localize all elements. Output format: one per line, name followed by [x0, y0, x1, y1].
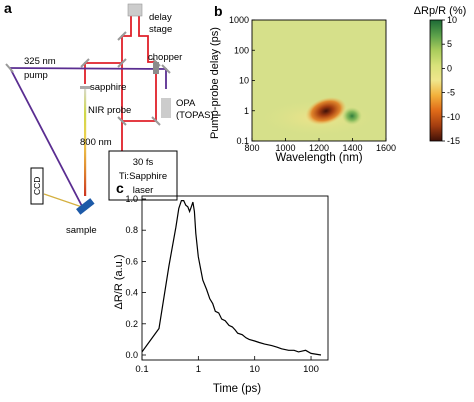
- heatmap-x-tick-label: 1200: [309, 143, 329, 153]
- heatmap-y-tick-label: 1000: [229, 15, 249, 25]
- label-stage: stage: [149, 24, 172, 35]
- heatmap-y-tick-label: 100: [234, 45, 249, 55]
- line-plot-y-tick-label: 1.0: [125, 194, 138, 204]
- chopper: [153, 62, 159, 74]
- heatmap-x-tick-label: 1000: [275, 143, 295, 153]
- line-plot-y-ticks: 0.0 0.2 0.4 0.6 0.8 1.0: [125, 194, 146, 360]
- opa-box: [161, 98, 171, 118]
- line-plot-y-tick-label: 0.2: [125, 319, 138, 329]
- line-plot-y-label: ΔR/R (a.u.): [113, 254, 125, 309]
- label-sample: sample: [66, 225, 97, 236]
- label-topas: (TOPAS): [176, 110, 214, 121]
- label-nir-probe: NIR probe: [88, 105, 131, 116]
- label-delay: delay: [149, 12, 172, 23]
- label-laser-ti: Ti:Sapphire: [119, 171, 167, 182]
- line-plot-x-ticks: 0.1 1 10 100: [135, 356, 319, 375]
- heatmap-x-ticks: 800 1000 1200 1400 1600: [244, 138, 396, 153]
- heatmap-x-tick-label: 1600: [376, 143, 396, 153]
- label-ccd: CCD: [32, 177, 42, 195]
- heatmap-x-tick-label: 800: [244, 143, 259, 153]
- panel-label-b: b: [214, 3, 223, 19]
- heatmap-y-ticks: 0.1 1 10 100 1000: [229, 15, 255, 146]
- colorbar-tick-label: 0: [447, 63, 452, 73]
- heatmap-area: [252, 20, 386, 141]
- colorbar: [429, 19, 443, 142]
- heatmap-y-tick-label: 10: [239, 76, 249, 86]
- colorbar-tick-label: -15: [447, 136, 460, 146]
- label-opa: OPA: [176, 98, 196, 109]
- heatmap-y-tick-label: 0.1: [236, 136, 249, 146]
- heatmap-feature-positive: [342, 107, 362, 125]
- colorbar-tick-label: 5: [447, 39, 452, 49]
- line-plot-x-label: Time (ps): [213, 383, 261, 395]
- label-sapphire: sapphire: [90, 82, 126, 93]
- line-plot-frame: [141, 195, 329, 361]
- line-plot-x-tick-label: 100: [303, 364, 319, 375]
- ccd-signal-line: [43, 193, 83, 208]
- nir-probe-beam: [84, 86, 87, 196]
- line-plot-y-tick-label: 0.0: [125, 350, 138, 360]
- colorbar-tick-label: 10: [447, 15, 457, 25]
- line-plot-x-tick-label: 0.1: [135, 364, 148, 375]
- line-plot-y-tick-label: 0.8: [125, 225, 138, 235]
- sample-plate: [76, 198, 95, 215]
- colorbar-tick-label: -5: [447, 88, 455, 98]
- delay-stage-block: [127, 3, 143, 17]
- setup-schematic: a: [4, 0, 214, 236]
- panel-label-c: c: [116, 180, 124, 196]
- line-series: [142, 200, 322, 356]
- colorbar-tick-label: -10: [447, 112, 460, 122]
- label-pump: pump: [24, 70, 48, 81]
- heatmap-feature-negative: [305, 97, 347, 125]
- line-plot-x-tick-label: 10: [249, 364, 260, 375]
- laser-box: [108, 150, 178, 201]
- line-plot-panel: c 0.1 1 10 100 0.0 0.2 0.4 0.6 0.8 1.0 Time (ps)…: [113, 180, 329, 395]
- line-plot-x-tick-label: 1: [196, 364, 201, 375]
- line-plot-y-tick-label: 0.6: [125, 256, 138, 266]
- label-325nm: 325 nm: [24, 56, 56, 67]
- label-laser-laser: laser: [133, 185, 154, 196]
- panel-label-a: a: [4, 0, 12, 16]
- heatmap-x-tick-label: 1400: [342, 143, 362, 153]
- colorbar-title: ΔRp/R (%): [414, 5, 467, 17]
- line-plot-y-tick-label: 0.4: [125, 288, 138, 298]
- sapphire-plate: [80, 86, 91, 89]
- label-chopper: chopper: [148, 52, 182, 63]
- label-800nm: 800 nm: [80, 137, 112, 148]
- heatmap-y-label: Pump-probe delay (ps): [209, 27, 221, 139]
- label-laser-30fs: 30 fs: [133, 157, 154, 168]
- ccd-box: [30, 167, 44, 205]
- heatmap-y-tick-label: 1: [244, 106, 249, 116]
- colorbar-ticks: 10 5 0 -5 -10 -15: [442, 15, 460, 146]
- heatmap-x-label: Wavelength (nm): [275, 152, 362, 164]
